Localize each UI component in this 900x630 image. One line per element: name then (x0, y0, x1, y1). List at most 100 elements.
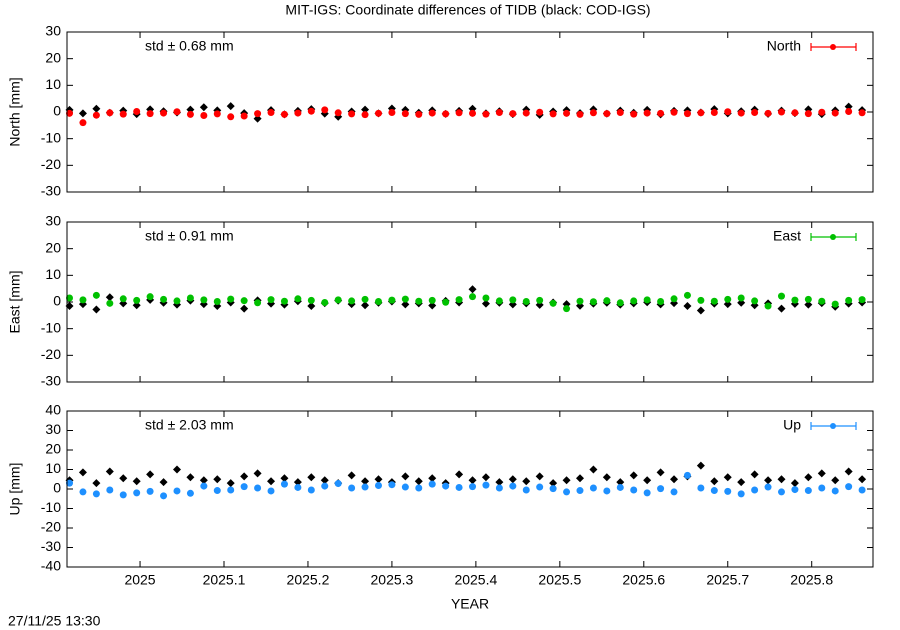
point (791, 486, 799, 494)
point (66, 294, 74, 302)
point (253, 114, 262, 123)
point (227, 486, 235, 494)
point (361, 105, 370, 114)
point (844, 467, 853, 476)
point (78, 109, 87, 118)
point (106, 486, 114, 494)
y-tick-label: 0 (53, 103, 61, 119)
point (213, 487, 221, 495)
point (348, 297, 356, 305)
legend-label: North (767, 38, 801, 54)
point (616, 109, 624, 117)
point (267, 109, 275, 117)
point (307, 302, 316, 310)
plot-area (65, 461, 867, 500)
point (509, 296, 517, 304)
point (603, 487, 611, 495)
point (401, 295, 409, 303)
legend-label: East (773, 228, 801, 244)
y-tick-label: -20 (41, 156, 61, 172)
point (750, 470, 759, 479)
point (683, 291, 691, 299)
point (119, 474, 128, 483)
point (630, 297, 638, 305)
point (670, 295, 678, 303)
x-tick-label: 2025.2 (287, 572, 330, 588)
point (589, 484, 597, 492)
point (575, 474, 584, 483)
point (455, 483, 463, 491)
y-tick-label: 30 (45, 213, 61, 229)
point (481, 299, 490, 308)
point (791, 109, 799, 117)
point (563, 305, 571, 313)
point (670, 488, 678, 496)
point (495, 109, 503, 117)
point (723, 473, 732, 482)
point (737, 490, 745, 498)
point (777, 488, 785, 496)
point (186, 294, 194, 302)
point (133, 489, 141, 497)
point (240, 304, 249, 313)
point (388, 109, 396, 117)
y-axis-label: North [mm] (7, 77, 23, 146)
point (710, 297, 718, 305)
point (818, 297, 826, 305)
point (374, 297, 382, 305)
point (401, 472, 410, 481)
point (549, 299, 557, 307)
point (401, 300, 410, 309)
x-tick-label: 2025.7 (706, 572, 749, 588)
point (442, 110, 450, 118)
point (173, 297, 181, 305)
point (724, 295, 732, 303)
y-tick-label: -10 (41, 129, 61, 145)
point (589, 298, 597, 306)
point (200, 296, 208, 304)
point (804, 300, 813, 309)
point (146, 470, 155, 479)
y-tick-label: 10 (45, 460, 61, 476)
point (321, 482, 329, 490)
point (831, 300, 839, 308)
point (253, 469, 262, 478)
point (508, 475, 517, 484)
point (428, 296, 436, 304)
point (455, 109, 463, 117)
point (697, 109, 705, 117)
y-tick-label: -30 (41, 373, 61, 389)
point (643, 476, 652, 485)
point (549, 485, 557, 493)
point (321, 299, 329, 307)
point (160, 492, 168, 500)
point (616, 483, 624, 491)
point (764, 302, 772, 310)
point (307, 473, 316, 482)
point (804, 110, 812, 118)
point (818, 108, 826, 116)
point (643, 489, 651, 497)
y-axis-label: Up [mm] (7, 463, 23, 516)
point (119, 491, 127, 499)
point (777, 304, 786, 313)
point (320, 476, 329, 485)
point (683, 302, 692, 310)
point (495, 297, 503, 305)
point (724, 487, 732, 495)
point (160, 295, 168, 303)
point (710, 487, 718, 495)
chart-title: MIT-IGS: Coordinate differences of TIDB … (285, 2, 650, 18)
point (226, 102, 235, 111)
annotation: std ± 0.68 mm (145, 38, 234, 54)
point (307, 107, 315, 115)
point (79, 488, 87, 496)
point (817, 469, 826, 478)
point (845, 296, 853, 304)
point (804, 487, 812, 495)
point (92, 490, 100, 498)
point (710, 109, 718, 117)
point (858, 109, 866, 117)
point (240, 112, 248, 120)
